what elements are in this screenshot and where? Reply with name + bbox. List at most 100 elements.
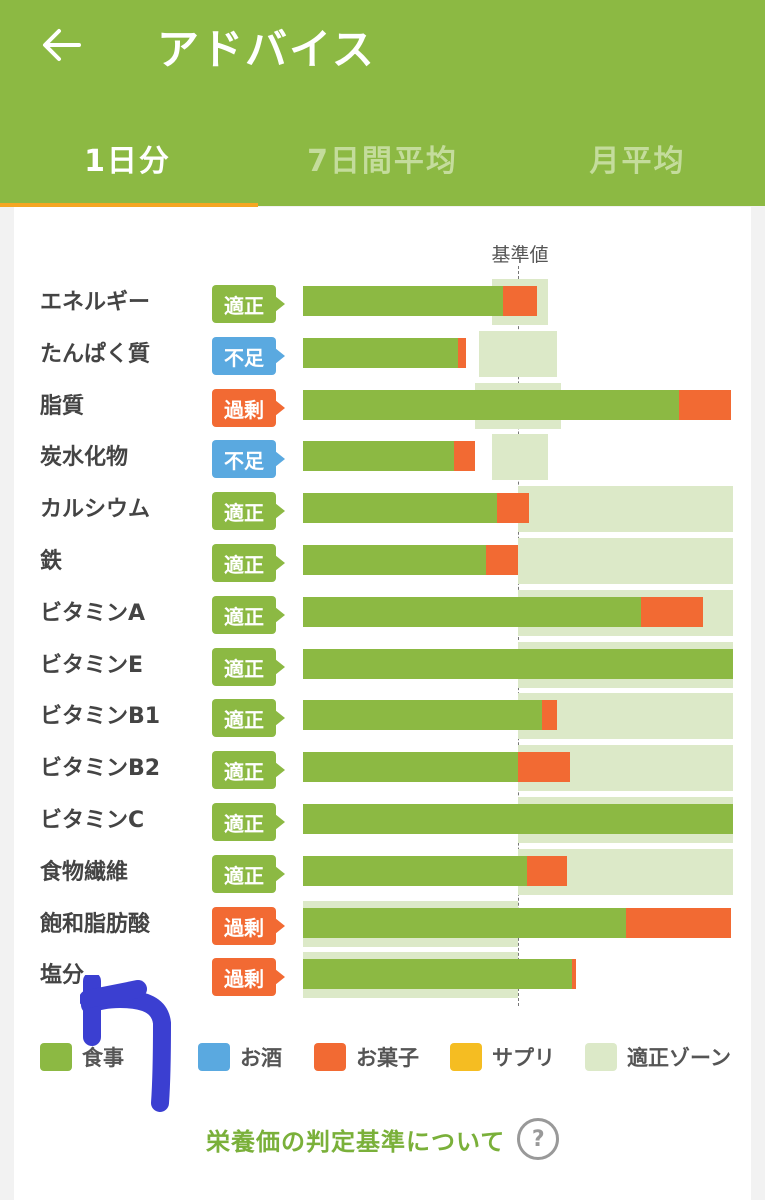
bar-segment <box>303 908 626 938</box>
nutrient-name: カルシウム <box>40 497 151 522</box>
legend-item-appropriate-zone: 適正ゾーン <box>585 1040 731 1074</box>
nutrient-name: エネルギー <box>40 290 151 315</box>
nutrient-name: ビタミンC <box>40 808 145 833</box>
bar-segment <box>303 597 641 627</box>
bar-segment <box>457 338 467 368</box>
page-title: アドバイス <box>157 25 376 74</box>
legend-label: お菓子 <box>356 1046 419 1070</box>
nutrient-row: ビタミンE 適正 <box>0 648 765 700</box>
bar-segment <box>526 856 568 886</box>
nutrient-row: ビタミンA 適正 <box>0 596 765 648</box>
nutrient-name: 鉄 <box>40 549 63 574</box>
bar-segment <box>640 597 703 627</box>
status-badge: 適正 <box>212 648 285 686</box>
app-header: アドバイス 1日分 7日間平均 月平均 <box>0 0 765 207</box>
bar-segment <box>303 752 518 782</box>
reference-label: 基準値 <box>491 244 549 266</box>
bar-segment <box>485 545 518 575</box>
nutrient-name: たんぱく質 <box>40 342 151 367</box>
bar-segment <box>453 441 475 471</box>
legend-swatch <box>198 1043 230 1071</box>
appropriate-zone <box>518 486 733 532</box>
status-badge: 適正 <box>212 285 285 323</box>
judgement-criteria-link[interactable]: 栄養価の判定基準について ? <box>206 1118 560 1160</box>
legend-label: お酒 <box>240 1046 282 1070</box>
bar-segment <box>303 493 497 523</box>
bar-segment <box>303 700 542 730</box>
appropriate-zone <box>479 331 557 377</box>
nutrient-name: 塩分 <box>40 963 85 988</box>
nutrient-row: 塩分 過剰 <box>0 958 765 1010</box>
status-badge: 不足 <box>212 337 285 375</box>
legend-swatch <box>40 1043 72 1071</box>
status-badge: 適正 <box>212 596 285 634</box>
legend-item-snacks: お菓子 <box>314 1040 419 1074</box>
tab-1day[interactable]: 1日分 <box>0 130 255 186</box>
nutrient-row: ビタミンB2 適正 <box>0 751 765 803</box>
bar-segment <box>303 545 486 575</box>
nutrient-row: 脂質 過剰 <box>0 389 765 441</box>
nutrient-name: ビタミンB1 <box>40 704 161 729</box>
status-badge: 適正 <box>212 544 285 582</box>
status-badge: 適正 <box>212 803 285 841</box>
legend-swatch <box>314 1043 346 1071</box>
nutrient-row: 食物繊維 適正 <box>0 855 765 907</box>
bar-segment <box>303 856 527 886</box>
legend-swatch <box>450 1043 482 1071</box>
tab-monthly-average[interactable]: 月平均 <box>510 130 765 186</box>
status-badge: 適正 <box>212 492 285 530</box>
nutrient-name: 食物繊維 <box>40 860 129 885</box>
nutrient-row: カルシウム 適正 <box>0 492 765 544</box>
bar-segment <box>496 493 529 523</box>
appropriate-zone <box>492 434 549 480</box>
legend-swatch <box>585 1043 617 1071</box>
nutrient-row: 炭水化物 不足 <box>0 440 765 492</box>
arrow-left-icon <box>43 29 81 61</box>
legend-label: 適正ゾーン <box>627 1046 731 1070</box>
status-badge: 適正 <box>212 699 285 737</box>
nutrient-name: ビタミンE <box>40 653 144 678</box>
reference-line <box>518 266 519 1006</box>
bar-segment <box>303 959 572 989</box>
appropriate-zone <box>518 538 733 584</box>
bar-segment <box>518 752 570 782</box>
tab-label: 7日間平均 <box>307 144 458 179</box>
bar-segment <box>303 441 454 471</box>
status-badge: 不足 <box>212 440 285 478</box>
bar-segment <box>303 390 680 420</box>
active-tab-indicator <box>0 203 258 207</box>
nutrient-name: 炭水化物 <box>40 445 129 470</box>
bar-segment <box>625 908 731 938</box>
status-badge: 過剰 <box>212 389 285 427</box>
nutrient-row: たんぱく質 不足 <box>0 337 765 389</box>
legend-label: サプリ <box>492 1046 555 1070</box>
nutrient-row: ビタミンC 適正 <box>0 803 765 855</box>
tab-label: 月平均 <box>589 144 686 179</box>
legend-label: 食事 <box>82 1046 124 1070</box>
legend-item-alcohol: お酒 <box>198 1040 282 1074</box>
legend-item-supplements: サプリ <box>450 1040 555 1074</box>
link-label: 栄養価の判定基準について <box>206 1127 506 1156</box>
bar-segment <box>541 700 557 730</box>
nutrient-name: ビタミンA <box>40 601 146 626</box>
back-button[interactable] <box>36 22 86 68</box>
bar-segment <box>679 390 731 420</box>
nutrient-row: エネルギー 適正 <box>0 285 765 337</box>
tab-label: 1日分 <box>84 144 171 179</box>
status-badge: 適正 <box>212 855 285 893</box>
nutrient-name: 飽和脂肪酸 <box>40 912 151 937</box>
nutrient-row: 鉄 適正 <box>0 544 765 596</box>
status-badge: 過剰 <box>212 958 285 996</box>
legend-item-meal: 食事 <box>40 1040 124 1074</box>
nutrient-name: 脂質 <box>40 394 85 419</box>
tab-7day-average[interactable]: 7日間平均 <box>255 130 510 186</box>
bar-segment <box>303 804 733 834</box>
status-badge: 適正 <box>212 751 285 789</box>
bar-segment <box>571 959 577 989</box>
bar-segment <box>303 649 733 679</box>
bar-segment <box>502 286 538 316</box>
question-circle-icon: ? <box>517 1118 560 1160</box>
status-badge: 過剰 <box>212 907 285 945</box>
bar-segment <box>303 286 503 316</box>
